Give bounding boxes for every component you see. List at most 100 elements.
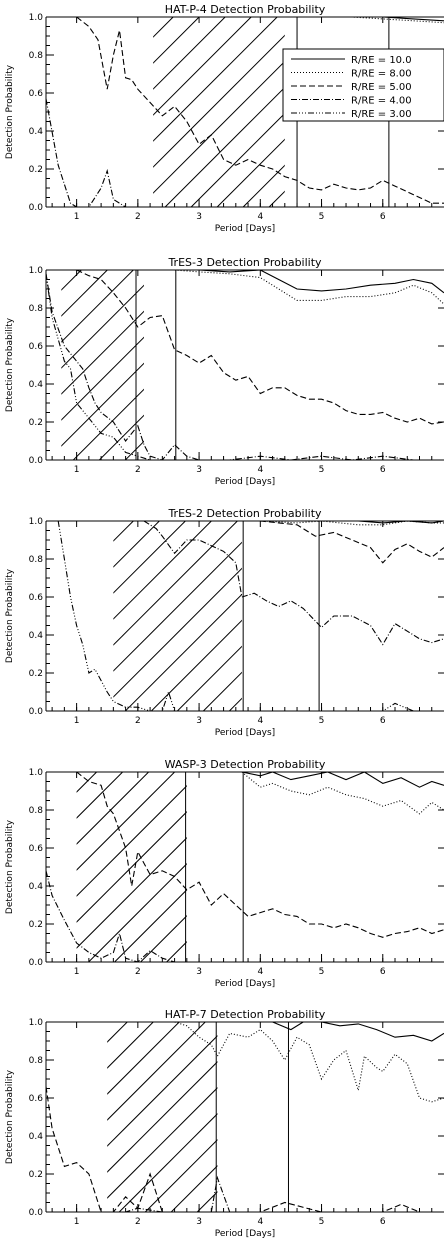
series-line-dashdot	[143, 521, 444, 646]
series-line-dotted	[174, 1022, 444, 1103]
hatch-line	[151, 270, 341, 460]
series-line-dashed	[76, 270, 444, 425]
y-tick-label: 0.0	[29, 1208, 44, 1218]
series-line-dashed	[46, 1086, 444, 1212]
y-tick-label: 1.0	[29, 768, 44, 778]
y-tick-label: 0.6	[29, 593, 44, 603]
hatch-line	[61, 362, 144, 447]
y-axis-label: Detection Probability	[5, 568, 15, 663]
series-line-dotted	[174, 270, 444, 305]
y-tick-label: 0.4	[29, 127, 44, 137]
hatch-line	[327, 1022, 444, 1212]
hatch-line	[76, 785, 187, 897]
hatch-line	[411, 270, 444, 460]
hatch-line	[107, 1022, 128, 1043]
x-tick-label: 2	[135, 212, 141, 222]
hatch-region	[76, 772, 444, 962]
x-tick-label: 3	[196, 212, 202, 222]
hatch-line	[76, 772, 123, 819]
legend-box	[282, 48, 444, 122]
series-line-solid	[241, 772, 444, 788]
y-tick-label: 0.2	[29, 669, 43, 679]
hatch-line	[229, 270, 419, 460]
x-axis-label: Period [Days]	[215, 224, 275, 234]
hatch-line	[153, 17, 278, 142]
hatch-line	[125, 593, 242, 711]
y-tick-label: 0.6	[29, 844, 44, 854]
hatch-line	[76, 772, 175, 871]
x-tick-label: 3	[196, 465, 202, 475]
y-tick-label: 0.6	[29, 89, 44, 99]
series-line-dashdotdotdot	[57, 521, 444, 711]
hatch-line	[223, 1022, 413, 1212]
y-tick-label: 0.0	[29, 456, 44, 466]
hatch-line	[118, 1113, 218, 1212]
y-tick-label: 0.6	[29, 342, 44, 352]
hatch-line	[107, 1087, 218, 1199]
hatch-lines	[107, 1022, 444, 1212]
chart-title: HAT-P-4 Detection Probability	[165, 3, 326, 16]
hatch-region	[0, 17, 285, 207]
hatch-line	[107, 1022, 180, 1095]
x-tick-label: 5	[319, 465, 325, 475]
series-line-dotted	[125, 521, 444, 526]
hatch-line	[153, 17, 226, 90]
hatch-line	[385, 270, 444, 460]
hatch-line	[405, 1022, 444, 1212]
x-tick-label: 2	[135, 1217, 141, 1227]
hatch-line	[113, 521, 134, 542]
y-tick-label: 0.8	[29, 555, 44, 565]
hatch-line	[333, 521, 444, 711]
series-line-dashed	[76, 17, 444, 204]
hatch-line	[203, 270, 393, 460]
hatch-lines	[0, 521, 444, 711]
x-tick-label: 4	[257, 212, 263, 222]
hatch-line	[107, 1022, 154, 1069]
hatch-line	[401, 772, 444, 962]
panel-2: TrES-3 Detection Probability 0.0 0.2 0.4 0.6…	[5, 256, 444, 487]
y-tick-label: 0.2	[29, 165, 43, 175]
hatch-line	[255, 270, 444, 460]
hatch-line	[411, 521, 444, 711]
hatch-lines	[76, 772, 444, 962]
series-line-dashdot	[46, 273, 444, 460]
y-tick-label: 1.0	[29, 1018, 44, 1028]
y-tick-label: 0.2	[29, 1170, 43, 1180]
series-group	[46, 772, 444, 962]
hatch-line	[385, 521, 444, 711]
hatch-line	[307, 521, 444, 711]
y-tick-label: 0.8	[29, 51, 44, 61]
hatch-line	[0, 521, 3, 711]
hatch-line	[113, 541, 242, 672]
panel-4: WASP-3 Detection Probability 0.0 0.2 0.4 0.6…	[5, 758, 444, 989]
x-tick-label: 1	[74, 967, 80, 977]
hatch-lines	[61, 270, 444, 460]
hatch-line	[216, 138, 285, 207]
legend-label: R/RE = 8.00	[351, 69, 412, 80]
hatch-line	[0, 17, 147, 207]
hatch-lines	[0, 17, 285, 207]
hatch-line	[170, 1165, 218, 1212]
hatch-line	[196, 1191, 218, 1212]
x-tick-label: 3	[196, 967, 202, 977]
series-line-dashdot	[46, 98, 151, 207]
hatch-line	[323, 772, 444, 962]
hatch-line	[301, 1022, 444, 1212]
x-tick-label: 5	[319, 212, 325, 222]
chart-title: TrES-3 Detection Probability	[167, 256, 322, 269]
x-tick-label: 4	[257, 1217, 263, 1227]
hatch-line	[76, 837, 187, 949]
x-tick-label: 4	[257, 465, 263, 475]
hatch-line	[113, 521, 186, 594]
hatch-line	[151, 619, 242, 711]
series-line-dashdotdotdot	[46, 273, 151, 460]
hatch-line	[333, 270, 444, 460]
x-axis-label: Period [Days]	[215, 728, 275, 738]
y-tick-label: 1.0	[29, 517, 44, 527]
hatch-line	[427, 772, 444, 962]
x-tick-label: 1	[74, 1217, 80, 1227]
legend-label: R/RE = 10.0	[351, 55, 412, 66]
hatch-line	[193, 772, 383, 962]
series-group	[46, 270, 444, 460]
y-tick-label: 0.2	[29, 920, 43, 930]
